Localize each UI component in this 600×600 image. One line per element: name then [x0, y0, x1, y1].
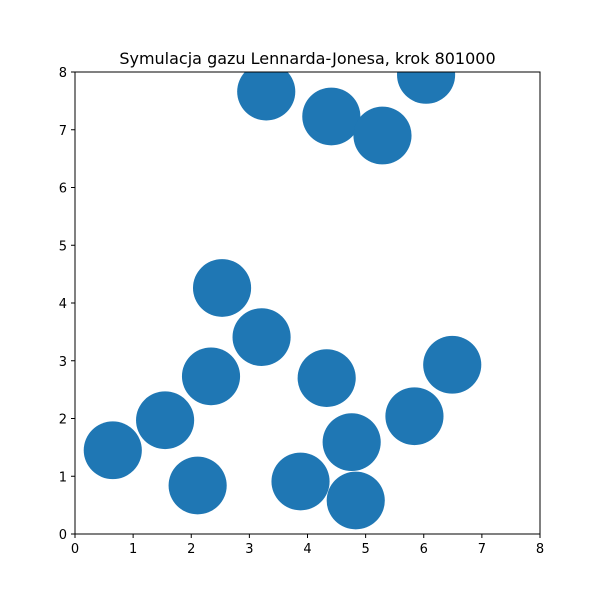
y-tick-label: 3 [59, 355, 67, 370]
particle-point-10 [385, 387, 444, 446]
y-tick-label: 1 [59, 470, 67, 485]
particle-point-14 [168, 456, 227, 515]
x-tick-label: 4 [303, 542, 311, 557]
particle-point-3 [353, 106, 412, 165]
y-tick-label: 7 [59, 124, 67, 139]
particle-point-11 [136, 391, 195, 450]
particle-point-1 [237, 72, 296, 121]
particle-point-7 [181, 347, 241, 406]
particle-point-9 [423, 335, 482, 394]
y-axis: 0 1 2 3 4 5 6 7 8 [59, 66, 75, 543]
x-tick-label: 6 [420, 542, 428, 557]
particle-point-13 [322, 413, 381, 472]
x-tick-label: 7 [478, 542, 486, 557]
x-tick-label: 8 [536, 542, 544, 557]
y-tick-label: 5 [59, 239, 67, 254]
x-tick-label: 1 [129, 542, 137, 557]
particle-point-8 [297, 349, 356, 407]
particle-point-6 [232, 308, 291, 366]
x-tick-label: 5 [361, 542, 369, 557]
particle-point-5 [192, 259, 252, 317]
points-layer [83, 72, 482, 530]
particle-point-4 [397, 72, 456, 104]
x-axis: 0 1 2 3 4 5 6 7 8 [71, 534, 544, 557]
particle-point-15 [271, 452, 330, 511]
x-tick-label: 2 [187, 542, 195, 557]
y-tick-label: 0 [59, 528, 67, 543]
chart-title: Symulacja gazu Lennarda-Jonesa, krok 801… [119, 49, 495, 68]
y-tick-label: 8 [59, 66, 67, 81]
particle-point-12 [83, 421, 142, 480]
y-tick-label: 4 [59, 297, 67, 312]
x-tick-label: 3 [245, 542, 253, 557]
y-tick-label: 6 [59, 182, 67, 197]
particle-point-2 [302, 87, 361, 146]
particle-point-16 [326, 471, 385, 530]
y-tick-label: 2 [59, 413, 67, 428]
x-tick-label: 0 [71, 542, 79, 557]
